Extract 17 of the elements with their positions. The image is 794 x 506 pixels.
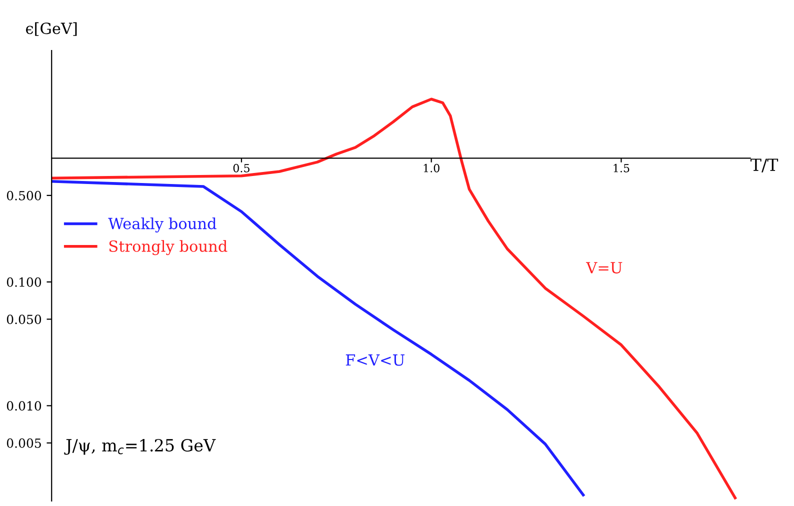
legend-label: Strongly bound xyxy=(109,240,228,256)
line-series xyxy=(52,98,737,500)
x-tick-label: 0.5 xyxy=(233,164,250,172)
legend-label: Weakly bound xyxy=(108,217,216,232)
y-axis-title: ϵ[GeV] xyxy=(26,22,77,36)
line-series xyxy=(52,180,585,496)
y-tick-label: 0.100 xyxy=(6,277,42,287)
annotation: F<V<U xyxy=(346,354,404,366)
x-tick-label: 1.5 xyxy=(614,164,630,172)
x-tick-label: 1.0 xyxy=(424,164,440,172)
x-axis-title: T/T xyxy=(750,158,778,172)
annotation: J/ψ, m$_{c}$=1.25 GeV xyxy=(64,438,216,455)
y-tick-label: 0.010 xyxy=(6,401,42,411)
y-tick-label: 0.050 xyxy=(6,314,42,324)
y-tick-label: 0.005 xyxy=(6,438,41,448)
annotation: V=U xyxy=(586,262,622,274)
y-tick-label: 0.500 xyxy=(6,190,42,200)
